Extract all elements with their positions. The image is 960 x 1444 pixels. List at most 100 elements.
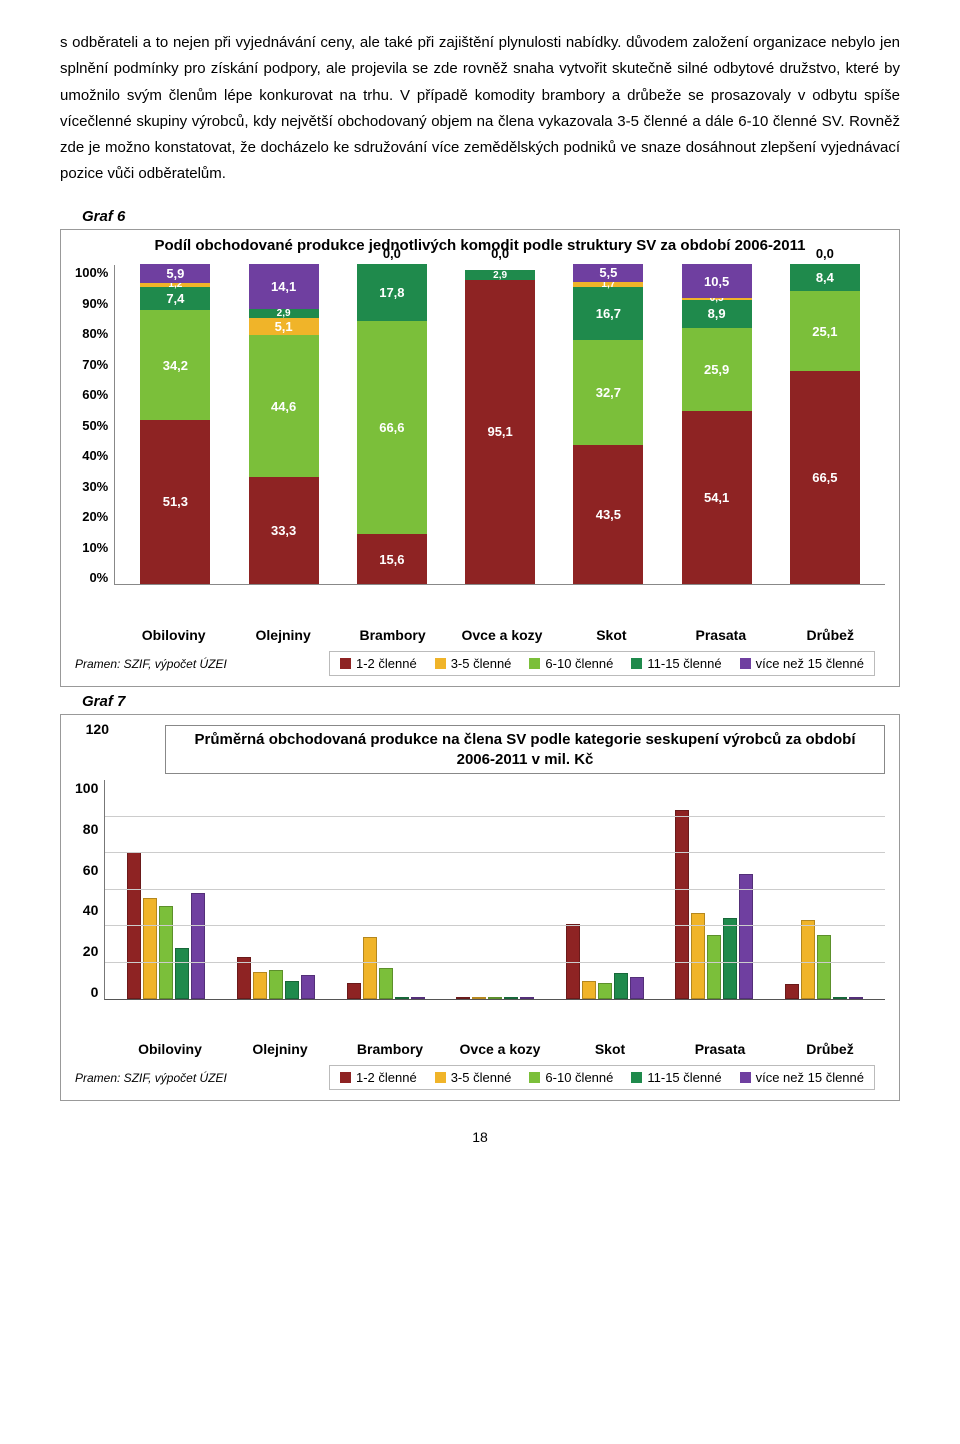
legend-item: 1-2 členné xyxy=(340,656,417,671)
legend-label: 1-2 členné xyxy=(356,656,417,671)
legend-swatch xyxy=(529,658,540,669)
legend-item: 6-10 členné xyxy=(529,656,613,671)
chart6-bars: 51,334,27,41,25,933,344,65,12,914,115,66… xyxy=(114,265,885,585)
bar-segment: 1,7 xyxy=(573,282,643,287)
legend-item: 11-15 členné xyxy=(631,656,721,671)
x-category: Ovce a kozy xyxy=(457,627,547,643)
chart6-x-labels: ObilovinyOlejninyBramboryOvce a kozySkot… xyxy=(119,627,885,643)
bar-segment: 17,8 xyxy=(357,264,427,321)
y-tick: 90% xyxy=(82,296,108,311)
chart6-y-axis: 100%90%80%70%60%50%40%30%20%10%0% xyxy=(75,265,114,585)
bar xyxy=(520,997,534,999)
bar-segment: 25,9 xyxy=(682,328,752,411)
legend-label: 6-10 členné xyxy=(545,1070,613,1085)
chart7-x-labels: ObilovinyOlejninyBramboryOvce a kozySkot… xyxy=(115,1041,885,1057)
chart7-plot: 100806040200 xyxy=(75,780,885,1035)
y-tick: 100% xyxy=(75,265,108,280)
legend-item: více než 15 členné xyxy=(740,1070,864,1085)
bar xyxy=(723,918,737,999)
bar-segment: 5,1 xyxy=(249,318,319,334)
gridline xyxy=(105,816,885,817)
stacked-bar: 15,666,617,80,0 xyxy=(357,264,427,584)
segment-value: 44,6 xyxy=(271,399,296,414)
segment-value: 10,5 xyxy=(704,274,729,289)
stacked-bar: 43,5 32,7 16,7 1,75,5 xyxy=(573,264,643,584)
bar-segment: 5,5 xyxy=(573,264,643,282)
y-tick: 30% xyxy=(82,479,108,494)
y-tick: 10% xyxy=(82,540,108,555)
legend-label: 1-2 členné xyxy=(356,1070,417,1085)
y-tick: 60 xyxy=(83,862,99,878)
bar xyxy=(269,970,283,999)
legend-swatch xyxy=(435,658,446,669)
bar-segment: 43,5 xyxy=(573,445,643,584)
segment-value: 34,2 xyxy=(163,358,188,373)
bar xyxy=(175,948,189,999)
bar-segment: 54,1 xyxy=(682,411,752,584)
stacked-bar: 33,3 44,6 5,12,914,1 xyxy=(249,264,319,584)
bar xyxy=(833,997,847,999)
y-tick: 50% xyxy=(82,418,108,433)
x-category: Brambory xyxy=(344,1041,436,1057)
legend-item: 3-5 členné xyxy=(435,656,512,671)
segment-value: 8,4 xyxy=(816,270,834,285)
x-category: Drůbež xyxy=(784,1041,876,1057)
segment-value: 43,5 xyxy=(596,507,621,522)
y-tick: 40% xyxy=(82,448,108,463)
bar xyxy=(143,898,157,999)
y-tick: 80% xyxy=(82,326,108,341)
bar-group xyxy=(668,810,760,999)
bar xyxy=(472,997,486,999)
bar-segment: 34,2 xyxy=(140,310,210,419)
chart6-legend: 1-2 členné 3-5 členné 6-10 členné 11-15 čle… xyxy=(329,651,875,676)
bar xyxy=(363,937,377,999)
bar xyxy=(785,984,799,999)
x-category: Skot xyxy=(566,627,656,643)
bar xyxy=(285,981,299,999)
y-tick: 40 xyxy=(83,902,99,918)
x-category: Skot xyxy=(564,1041,656,1057)
segment-value: 32,7 xyxy=(596,385,621,400)
bar-segment: 32,7 xyxy=(573,340,643,445)
y-tick: 60% xyxy=(82,387,108,402)
chart7-ytick-top: 120 xyxy=(75,721,115,737)
bar-segment: 44,6 xyxy=(249,335,319,478)
y-tick: 0 xyxy=(91,984,99,1000)
y-tick: 70% xyxy=(82,357,108,372)
bar xyxy=(379,968,393,999)
legend-item: 1-2 členné xyxy=(340,1070,417,1085)
legend-item: 6-10 členné xyxy=(529,1070,613,1085)
x-category: Prasata xyxy=(676,627,766,643)
bar-group xyxy=(449,997,541,999)
x-category: Prasata xyxy=(674,1041,766,1057)
chart6-plot: 100%90%80%70%60%50%40%30%20%10%0% 51,334… xyxy=(75,261,885,621)
segment-value: 16,7 xyxy=(596,306,621,321)
bar xyxy=(347,983,361,1000)
page-number: 18 xyxy=(60,1129,900,1145)
bar xyxy=(582,981,596,999)
legend-label: 11-15 členné xyxy=(647,1070,721,1085)
bar-segment: 10,5 xyxy=(682,264,752,298)
bar xyxy=(411,997,425,999)
bar xyxy=(630,977,644,999)
segment-value: 33,3 xyxy=(271,523,296,538)
bar-segment: 14,1 xyxy=(249,264,319,309)
bar xyxy=(504,997,518,999)
gridline xyxy=(105,962,885,963)
segment-value: 2,9 xyxy=(277,308,291,319)
segment-value: 15,6 xyxy=(379,552,404,567)
segment-value: 5,9 xyxy=(166,266,184,281)
gridline xyxy=(105,925,885,926)
legend-swatch xyxy=(435,1072,446,1083)
chart7-y-axis: 100806040200 xyxy=(75,780,104,1000)
bar xyxy=(191,893,205,999)
legend-swatch xyxy=(340,658,351,669)
bar-segment: 66,6 xyxy=(357,321,427,534)
bar xyxy=(739,874,753,999)
segment-value: 66,6 xyxy=(379,420,404,435)
bar xyxy=(675,810,689,999)
top-value: 0,0 xyxy=(357,246,427,261)
gridline xyxy=(105,852,885,853)
legend-label: 3-5 členné xyxy=(451,656,512,671)
bar xyxy=(488,997,502,999)
